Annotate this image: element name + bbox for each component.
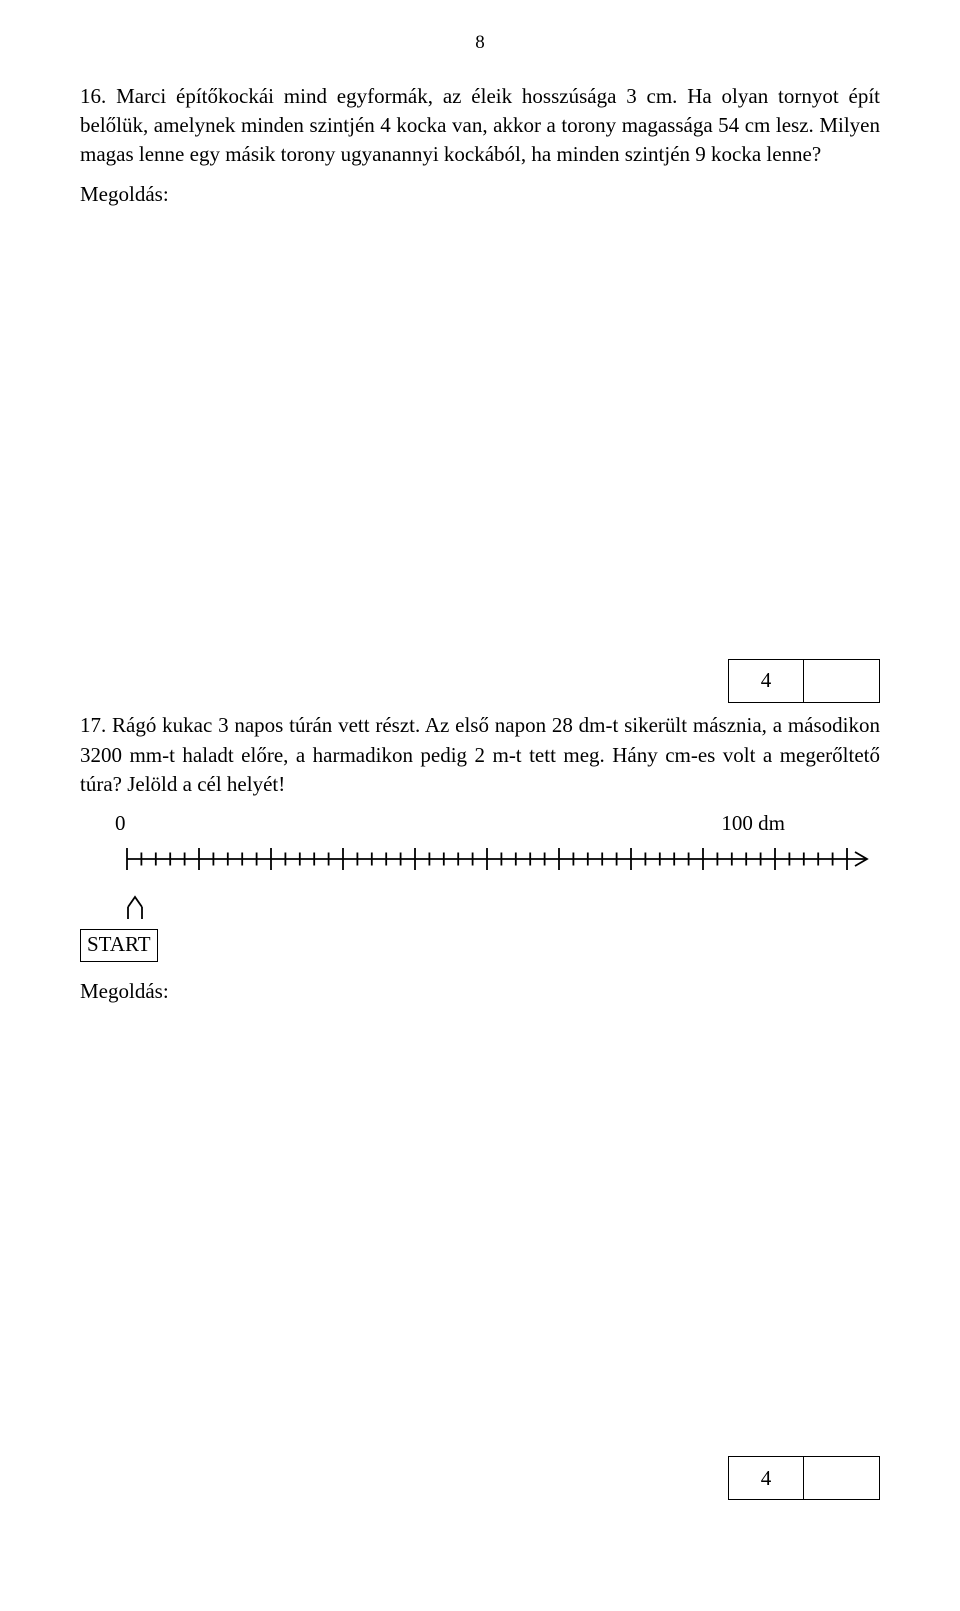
problem-17-score-box: 4 [80, 1456, 880, 1500]
start-box-label: START [80, 929, 158, 962]
number-line-section: 0 100 dm START [80, 809, 880, 962]
problem-17-solution-label: Megoldás: [80, 977, 880, 1006]
page-number: 8 [80, 30, 880, 57]
problem-16-score-box: 4 [80, 659, 880, 703]
score-max-cell: 4 [729, 660, 804, 702]
problem-17-text: 17. Rágó kukac 3 napos túrán vett részt.… [80, 711, 880, 799]
problem-16-workspace [80, 219, 880, 659]
number-line-end-label: 100 dm [721, 809, 785, 838]
score-earned-cell[interactable] [804, 1457, 879, 1499]
score-earned-cell[interactable] [804, 660, 879, 702]
number-line [115, 841, 875, 881]
problem-17-workspace [80, 1016, 880, 1446]
problem-16-text: 16. Marci építőkockái mind egyformák, az… [80, 82, 880, 170]
start-arrow-icon [120, 894, 150, 922]
problem-16-solution-label: Megoldás: [80, 180, 880, 209]
score-max-cell: 4 [729, 1457, 804, 1499]
number-line-start-label: 0 [115, 809, 126, 838]
